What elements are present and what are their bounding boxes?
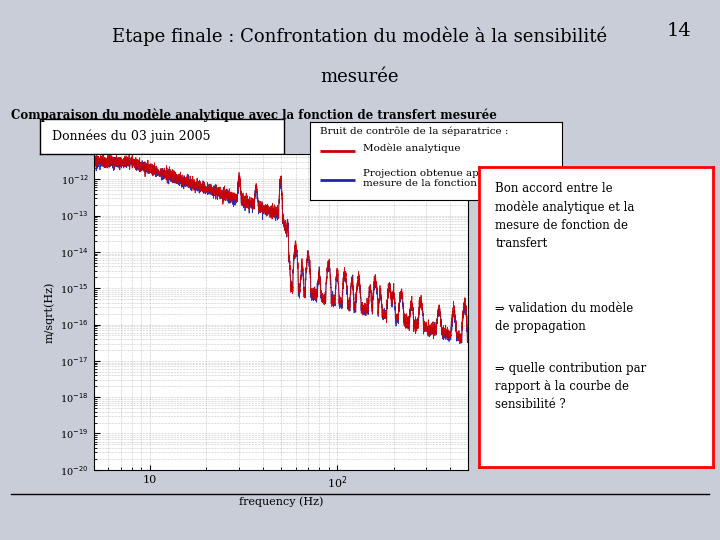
Text: ⇒ quelle contribution par
rapport à la courbe de
sensibilité ?: ⇒ quelle contribution par rapport à la c… xyxy=(495,362,647,411)
Text: Bruit de contrôle de la séparatrice :: Bruit de contrôle de la séparatrice : xyxy=(320,127,508,137)
X-axis label: frequency (Hz): frequency (Hz) xyxy=(238,497,323,508)
Text: Comparaison du modèle analytique avec la fonction de transfert mesurée: Comparaison du modèle analytique avec la… xyxy=(11,108,497,122)
Y-axis label: m/sqrt(Hz): m/sqrt(Hz) xyxy=(44,281,55,342)
Text: mesurée: mesurée xyxy=(320,68,400,85)
Text: ⇒ validation du modèle
de propagation: ⇒ validation du modèle de propagation xyxy=(495,302,634,333)
Text: Projection obtenue après
mesure de la fonction de transfert: Projection obtenue après mesure de la fo… xyxy=(363,168,542,188)
Text: Modèle analytique: Modèle analytique xyxy=(363,144,460,153)
Text: 14: 14 xyxy=(667,22,691,39)
Text: Bon accord entre le
modèle analytique et la
mesure de fonction de
transfert: Bon accord entre le modèle analytique et… xyxy=(495,183,634,250)
Text: Etape finale : Confrontation du modèle à la sensibilité: Etape finale : Confrontation du modèle à… xyxy=(112,27,608,46)
Text: Données du 03 juin 2005: Données du 03 juin 2005 xyxy=(52,130,210,143)
